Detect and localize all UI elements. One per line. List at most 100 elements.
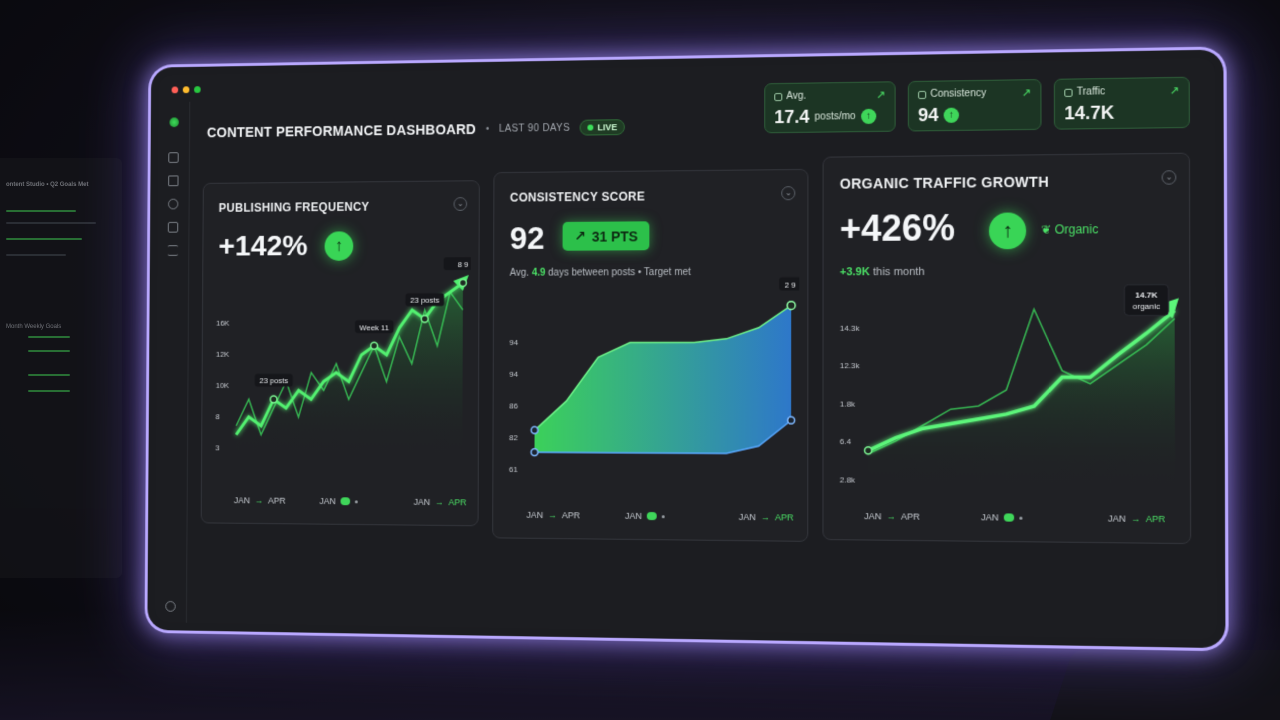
tooltip-value: 14.7K [1135,291,1158,300]
kpi-label: Avg. [774,89,885,102]
bg-progress-bar [6,210,76,212]
bg-progress-bar [28,390,70,392]
x-axis-center: JAN [981,512,1022,523]
chevron-down-icon[interactable]: ⌄ [1162,170,1177,185]
points-badge: ↗ 31 PTS [563,221,650,250]
area-fill [236,283,463,454]
organic-value: +426% [840,207,955,250]
organic-chart: 14.3k 12.3k 1.8k 6.4 2.8k 14.7K organic [834,269,1182,516]
data-point [531,449,538,456]
bg-progress-bar [6,238,82,240]
chevron-down-icon[interactable]: ⌄ [781,186,795,200]
live-dot-icon [588,125,594,131]
menu-icon[interactable] [168,245,178,256]
toggle-icon [647,512,657,520]
bg-progress-bar [28,350,70,352]
annotation-label: 8 9 [458,260,469,269]
annotation-label: Week 11 [359,323,389,332]
dashboard-header: CONTENT PERFORMANCE DASHBOARD • LAST 90 … [207,119,625,140]
kpi-avg-posts[interactable]: Avg. ↗ 17.4 posts/mo ↑ [764,81,895,133]
y-tick-label: 3 [215,443,220,452]
minimize-dot[interactable] [183,86,190,93]
area-band [535,305,792,453]
kpi-row: Avg. ↗ 17.4 posts/mo ↑ Consistency ↗ 94 ↑ T… [764,77,1190,134]
annotation-label: 23 posts [259,377,288,386]
card-title: PUBLISHING FREQUENCY [219,200,370,215]
background-monitor-row-label: Month Weekly Goals [6,324,61,330]
annotation-label: 2 9 [785,280,796,289]
arrow-up-right-icon: ↗ [876,88,885,101]
x-axis-center: JAN [625,511,665,521]
y-tick-label: 86 [509,401,518,410]
doc-icon[interactable] [168,152,178,163]
app-logo-icon [169,117,178,127]
bg-divider [6,254,66,256]
x-axis-end: JAN → APR [739,512,794,523]
main-monitor: CONTENT PERFORMANCE DASHBOARD • LAST 90 … [147,50,1225,649]
x-axis-start: JAN → APR [526,510,580,520]
settings-icon[interactable] [165,601,175,612]
window-controls [172,86,201,93]
kpi-traffic[interactable]: Traffic ↗ 14.7K [1054,77,1190,130]
close-dot[interactable] [172,86,179,93]
y-tick-label: 10K [216,381,230,390]
annotation-label: 23 posts [410,296,439,305]
data-point [788,417,795,424]
maximize-dot[interactable] [194,86,201,93]
organic-traffic-card: ORGANIC TRAFFIC GROWTH ⌄ +426% ↑ ❦ Organ… [822,153,1191,544]
calendar-icon[interactable] [168,222,178,233]
kpi-value: 14.7K [1064,101,1179,124]
y-tick-label: 6.4 [840,437,852,446]
background-monitor-title: ontent Studio • Q2 Goals Met [6,182,88,188]
data-point [787,301,795,309]
data-point [421,315,428,322]
kpi-label: Traffic [1064,85,1179,98]
y-tick-label: 82 [509,433,518,442]
organic-tag: ❦ Organic [1041,222,1099,237]
arrow-up-icon: ↑ [989,212,1026,249]
edit-icon[interactable] [168,175,178,186]
y-tick-label: 14.3k [840,324,860,333]
consistency-value: 92 [510,220,545,257]
kpi-value: 94 ↑ [918,104,1031,127]
kpi-label: Consistency [918,87,1031,100]
y-tick-label: 2.8k [840,475,855,484]
bg-divider [6,222,96,224]
page-title: CONTENT PERFORMANCE DASHBOARD [207,121,476,140]
background-monitor: ontent Studio • Q2 Goals Met Month Weekl… [0,158,122,578]
arrow-up-icon: ↑ [861,109,876,124]
publishing-chart: 16K 12K 10K 8 3 23 posts Week 11 23 posts 8 9 [211,256,471,503]
chevron-down-icon[interactable]: ⌄ [454,197,468,211]
date-range[interactable]: LAST 90 DAYS [499,122,570,134]
card-title: CONSISTENCY SCORE [510,190,645,205]
x-axis-end: JAN → APR [414,497,467,507]
doc-icon [774,93,782,101]
y-tick-label: 16K [216,319,230,328]
dashboard-screen: CONTENT PERFORMANCE DASHBOARD • LAST 90 … [155,58,1217,640]
data-point [460,279,467,286]
y-tick-label: 94 [509,370,518,379]
arrow-up-icon: ↑ [944,108,959,123]
data-point [270,396,277,403]
tooltip-label: organic [1133,302,1161,311]
sidebar [155,102,190,623]
x-axis-start: JAN → APR [234,495,286,505]
arrow-up-right-icon: ↗ [1170,84,1180,97]
target-icon[interactable] [168,199,178,210]
consistency-score-card: CONSISTENCY SCORE ⌄ 92 ↗ 31 PTS Avg. 4.9 … [492,169,808,542]
y-tick-label: 1.8k [840,399,855,408]
y-tick-label: 12K [216,350,230,359]
y-tick-label: 8 [215,412,220,421]
area-fill [868,311,1175,486]
data-point [531,427,538,434]
arrow-up-right-icon: ↗ [574,228,586,245]
data-point [865,447,872,454]
doc-icon [918,90,926,98]
keyboard [1047,650,1280,720]
doc-icon [1064,88,1072,96]
x-axis-start: JAN → APR [864,511,920,522]
arrow-up-right-icon: ↗ [1022,86,1032,99]
kpi-consistency[interactable]: Consistency ↗ 94 ↑ [908,79,1042,132]
toggle-icon [341,497,351,505]
consistency-chart: 94 94 86 82 61 2 9 [503,264,799,506]
